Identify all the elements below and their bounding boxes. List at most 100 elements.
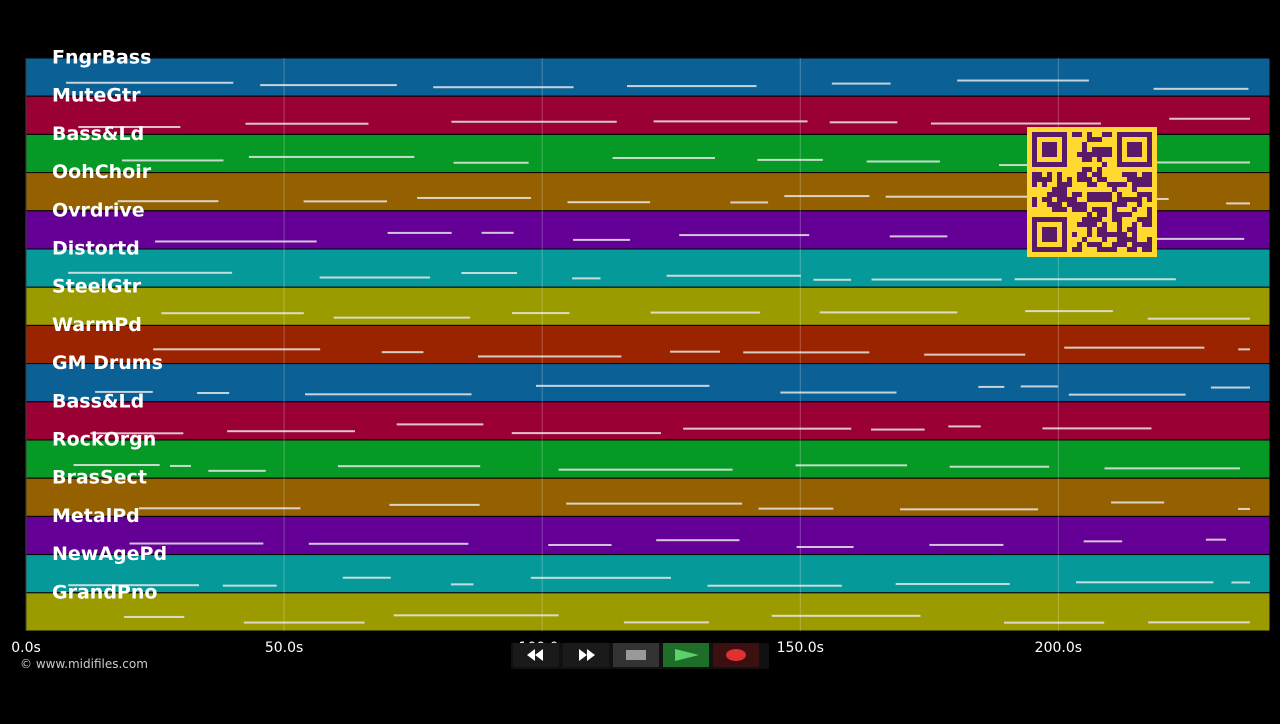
qr-module: [1077, 222, 1082, 227]
qr-module: [1147, 177, 1152, 182]
qr-module: [1122, 232, 1127, 237]
qr-module: [1087, 212, 1092, 217]
note-strip: [558, 468, 733, 471]
note-strip: [95, 390, 153, 393]
qr-module: [1147, 207, 1152, 212]
note-strip: [978, 385, 1005, 388]
qr-module: [1122, 237, 1127, 242]
note-strip: [124, 615, 185, 618]
qr-module: [1062, 187, 1067, 192]
qr-module: [1117, 237, 1122, 242]
track-label: MetalPd: [52, 505, 140, 527]
qr-module: [1132, 242, 1137, 247]
qr-module: [1112, 232, 1117, 237]
qr-module: [1097, 232, 1102, 237]
note-strip: [161, 312, 304, 315]
qr-module: [1147, 197, 1152, 202]
qr-module: [1137, 197, 1142, 202]
qr-module: [1122, 172, 1127, 177]
qr-module: [1082, 217, 1087, 222]
qr-module: [1102, 212, 1107, 217]
qr-module: [1087, 217, 1092, 222]
qr-module: [1102, 227, 1107, 232]
qr-module: [1092, 147, 1097, 152]
note-strip: [1078, 237, 1245, 240]
note-strip: [572, 277, 601, 280]
qr-module: [1112, 212, 1117, 217]
note-strip: [758, 507, 834, 510]
qr-module: [1032, 182, 1037, 187]
note-strip: [1148, 621, 1250, 624]
stop-button[interactable]: [613, 643, 659, 667]
qr-module: [1102, 237, 1107, 242]
note-strip: [656, 539, 740, 542]
note-strip: [566, 502, 743, 505]
qr-module: [1067, 197, 1072, 202]
note-strip: [757, 158, 823, 161]
note-strip: [623, 621, 709, 624]
track-lane: [25, 554, 1271, 594]
qr-module: [1092, 182, 1097, 187]
qr-module: [1097, 227, 1102, 232]
track-lane: [25, 363, 1271, 403]
qr-module: [1127, 247, 1132, 252]
qr-module: [1047, 197, 1052, 202]
note-strip: [871, 428, 925, 431]
qr-module: [1072, 232, 1077, 237]
qr-module: [1062, 207, 1067, 212]
qr-module: [1132, 182, 1137, 187]
note-strip: [1083, 540, 1123, 543]
qr-module: [1082, 172, 1087, 177]
qr-module: [1092, 242, 1097, 247]
note-strip: [197, 391, 230, 394]
qr-module: [1037, 172, 1042, 177]
qr-finder: [1042, 227, 1057, 242]
track-lane: [25, 324, 1271, 365]
x-tick-label: 150.0s: [777, 640, 824, 656]
qr-module: [1087, 152, 1092, 157]
note-strip: [1226, 202, 1250, 205]
qr-module: [1147, 217, 1152, 222]
qr-module: [1107, 232, 1112, 237]
qr-module: [1127, 172, 1132, 177]
note-strip: [871, 278, 1002, 281]
note-strip: [66, 81, 234, 84]
forward-button[interactable]: [563, 643, 609, 667]
qr-module: [1117, 202, 1122, 207]
note-strip: [1210, 386, 1250, 389]
note-strip: [707, 584, 842, 587]
rewind-button[interactable]: [513, 643, 559, 667]
note-strip: [78, 126, 181, 129]
qr-module: [1107, 147, 1112, 152]
note-strip: [117, 200, 219, 203]
note-strip: [68, 271, 233, 274]
note-strip: [795, 464, 908, 467]
qr-module: [1087, 232, 1092, 237]
note-strip: [1169, 117, 1250, 120]
note-strip: [949, 465, 1050, 468]
qr-module: [1087, 192, 1092, 197]
note-strip: [829, 121, 898, 124]
note-strip: [389, 503, 480, 506]
record-button[interactable]: [713, 643, 759, 667]
note-strip: [208, 469, 266, 472]
note-strip: [650, 311, 760, 314]
note-strip: [1068, 393, 1186, 396]
qr-module: [1072, 202, 1077, 207]
qr-module: [1087, 157, 1092, 162]
note-strip: [929, 543, 1004, 546]
qr-module: [1107, 182, 1112, 187]
qr-module: [1132, 232, 1137, 237]
track-label: Distortd: [52, 238, 140, 260]
qr-module: [1082, 167, 1087, 172]
note-strip: [1014, 278, 1176, 281]
qr-module: [1102, 147, 1107, 152]
track-label: GrandPno: [52, 581, 157, 603]
note-strip: [670, 350, 720, 353]
qr-module: [1067, 182, 1072, 187]
play-button[interactable]: [663, 643, 709, 667]
track-label: Bass&Ld: [52, 390, 144, 412]
track-label: NewAgePd: [52, 543, 167, 565]
qr-module: [1117, 192, 1122, 197]
note-strip: [433, 86, 574, 89]
